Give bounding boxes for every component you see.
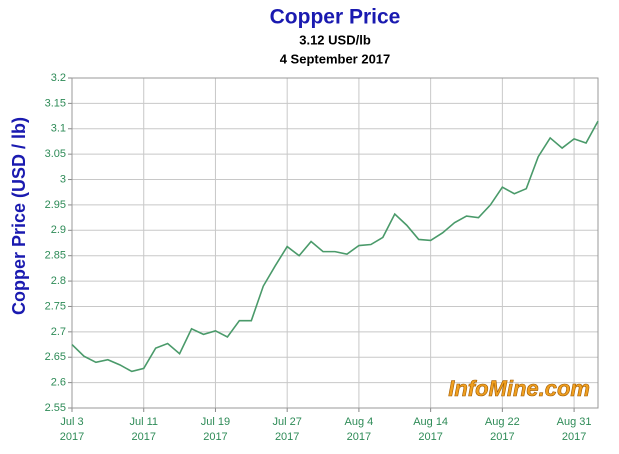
y-tick-label: 2.6 [51,377,66,389]
x-tick-label: Jul 19 2017 [201,416,230,443]
watermark: InfoMine.com [448,376,590,401]
subtitle: 3.12 USD/lb [299,32,371,47]
y-tick-label: 2.95 [45,199,66,211]
x-tick-label: Aug 14 2017 [413,416,448,443]
y-tick-label: 3.2 [51,72,66,84]
x-tick-label: Aug 31 2017 [557,416,592,443]
subtitle: 4 September 2017 [280,51,391,66]
x-tick-label: Aug 4 2017 [345,416,374,443]
y-tick-label: 2.75 [45,300,66,312]
y-tick-label: 2.85 [45,250,66,262]
chart-title: Copper Price [270,6,401,29]
x-tick-label: Jul 3 2017 [60,416,84,443]
x-tick-label: Aug 22 2017 [485,416,520,443]
plot-border [71,77,599,409]
y-tick-label: 2.9 [51,224,66,236]
y-tick-label: 3.05 [45,148,66,160]
plot-area [72,78,598,408]
x-tick-label: Jul 11 2017 [129,416,158,443]
y-tick-label: 2.7 [51,326,66,338]
y-axis-label: Copper Price (USD / lb) [9,117,29,315]
y-tick-label: 3 [60,173,66,185]
y-tick-label: 2.8 [51,275,66,287]
y-tick-label: 3.15 [45,97,66,109]
x-tick-label: Jul 27 2017 [273,416,302,443]
price-line [71,120,599,373]
y-tick-label: 3.1 [51,123,66,135]
y-tick-label: 2.55 [45,402,66,414]
y-tick-label: 2.65 [45,351,66,363]
